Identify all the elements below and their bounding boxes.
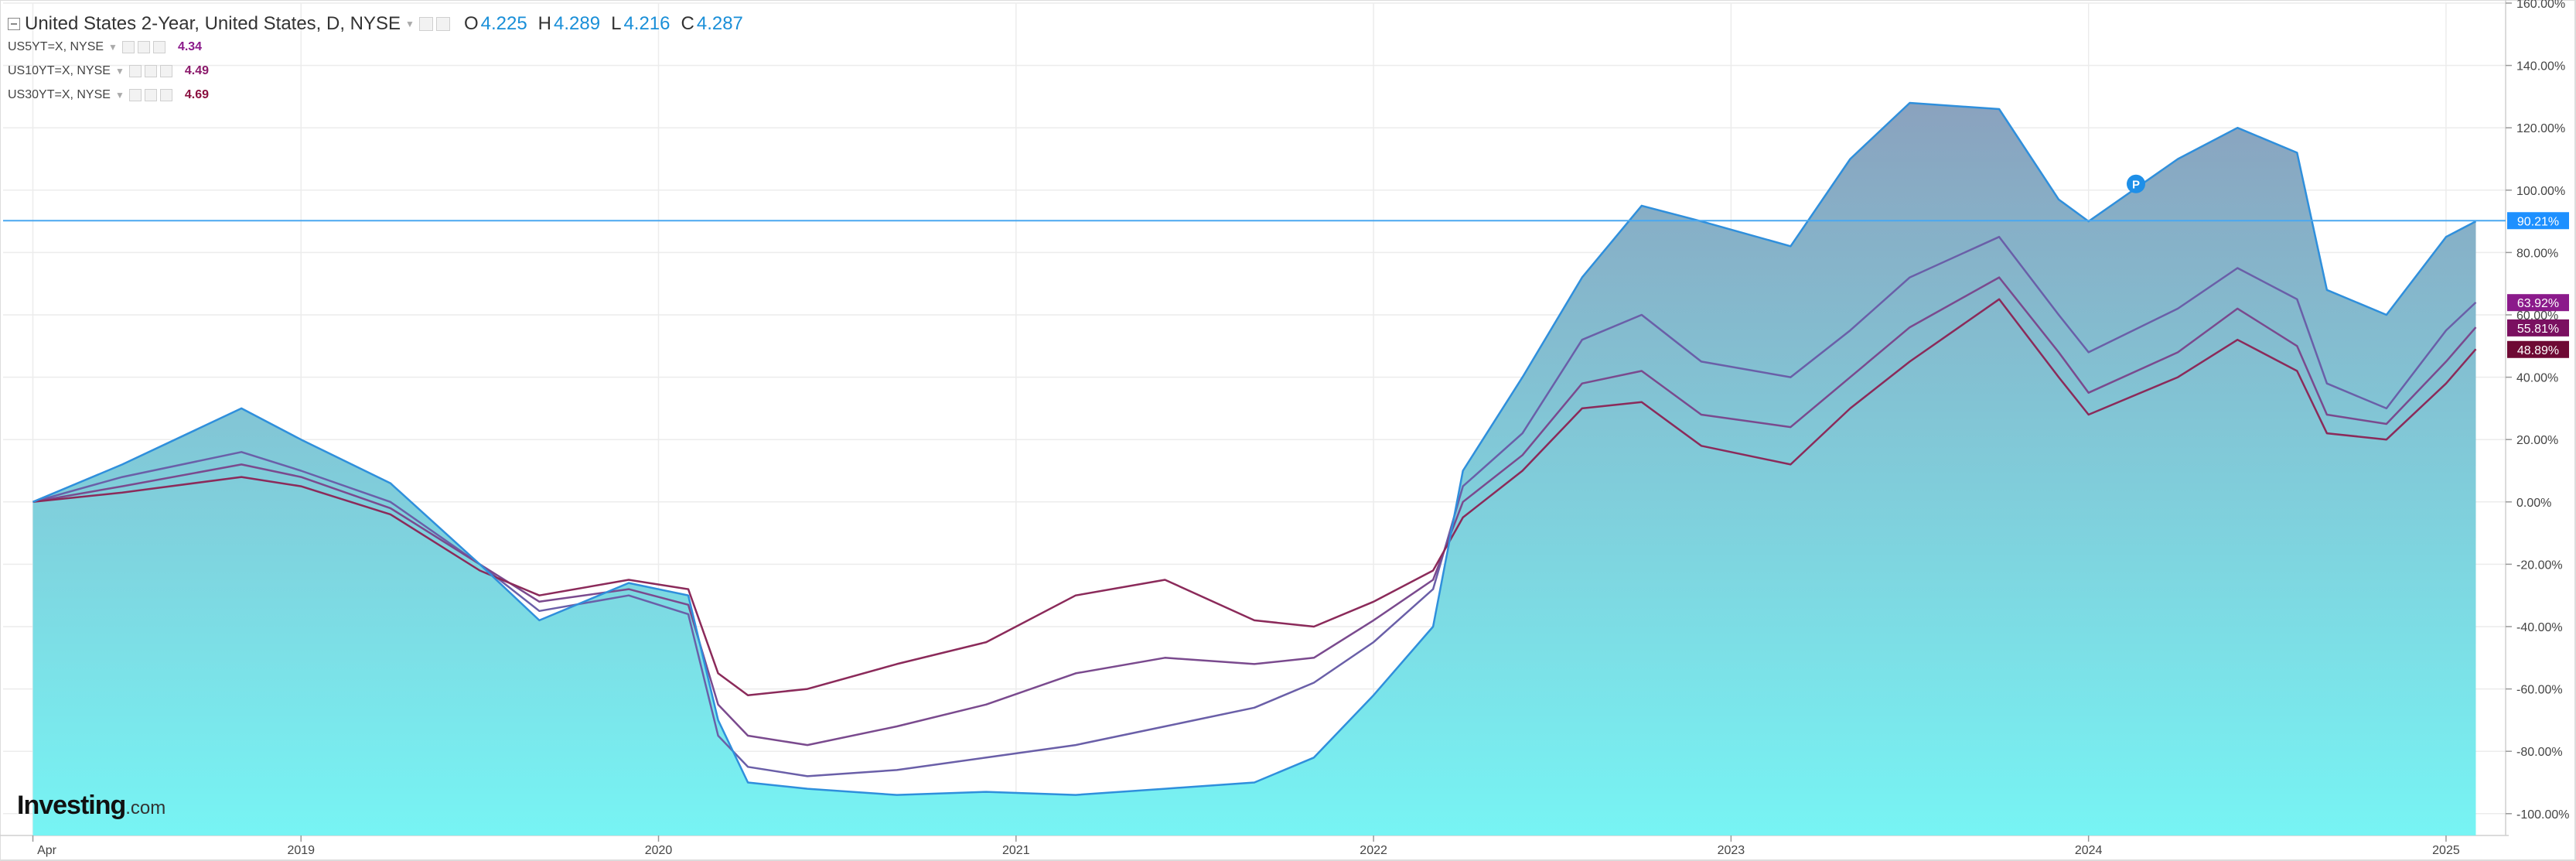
ohlc-high-key: H: [537, 13, 552, 34]
x-tick-label: 2024: [2075, 844, 2103, 857]
legend-series-value: 4.34: [177, 40, 203, 53]
close-icon[interactable]: [159, 89, 172, 101]
y-tick-label: 140.00%: [2516, 60, 2565, 73]
ohlc-open-value: 4.225: [480, 13, 527, 34]
price-tag-bg: [2507, 319, 2569, 337]
area-fill-us2: [32, 103, 2476, 835]
settings-icon[interactable]: [144, 89, 157, 101]
price-tag-label: 48.89%: [2517, 344, 2559, 357]
legend-series-value: 4.49: [184, 64, 209, 77]
series-line-us2: [32, 101, 2477, 796]
collapse-icon[interactable]: [8, 18, 20, 30]
price-tag-bg: [2507, 294, 2569, 312]
ohlc-low-key: L: [611, 13, 622, 34]
series-line-2: [32, 276, 2477, 747]
settings-icon[interactable]: [137, 41, 150, 53]
brand-name: Investing: [17, 791, 126, 820]
legend-series-name: US10YT=X, NYSE: [8, 64, 111, 77]
eye-icon[interactable]: [121, 41, 135, 53]
y-tick-label: 40.00%: [2516, 372, 2558, 385]
y-tick-label: 0.00%: [2516, 497, 2551, 510]
brand-suffix: .com: [125, 798, 166, 818]
close-icon[interactable]: [435, 17, 450, 31]
main-title: United States 2-Year, United States, D, …: [25, 13, 401, 34]
chevron-down-icon[interactable]: ▼: [405, 19, 415, 29]
price-tag-label: 55.81%: [2517, 323, 2559, 336]
ohlc-close-key: C: [681, 13, 694, 34]
x-tick-label: 2019: [287, 844, 315, 857]
price-tag-label: 63.92%: [2517, 297, 2559, 310]
close-icon[interactable]: [159, 65, 172, 77]
chevron-down-icon[interactable]: ▼: [108, 42, 118, 53]
price-tag-label: 90.21%: [2517, 215, 2559, 228]
x-tick-label: 2021: [1002, 844, 1030, 857]
marker-p-icon: [2127, 174, 2145, 193]
ohlc-low-value: 4.216: [623, 13, 670, 34]
y-tick-label: -80.00%: [2516, 746, 2563, 759]
series-line-1: [32, 235, 2477, 777]
brand-logo: Investing.com: [17, 791, 165, 821]
legend-row-us5[interactable]: US5YT=X, NYSE ▼ 4.34: [8, 37, 202, 57]
x-tick-label: 2020: [645, 844, 673, 857]
ohlc-open-key: O: [463, 13, 479, 34]
x-tick-label: 2025: [2432, 844, 2460, 857]
y-tick-label: 160.00%: [2516, 0, 2565, 11]
y-tick-label: 100.00%: [2516, 185, 2565, 198]
price-tag-bg: [2507, 212, 2569, 230]
close-icon[interactable]: [152, 41, 165, 53]
series-line-3: [32, 298, 2477, 696]
eye-icon[interactable]: [128, 89, 142, 101]
legend-row-us10[interactable]: US10YT=X, NYSE ▼ 4.49: [8, 61, 209, 81]
legend-series-value: 4.69: [184, 88, 209, 101]
ohlc-close-value: 4.287: [696, 13, 743, 34]
x-tick-label: 2022: [1360, 844, 1387, 857]
chevron-down-icon[interactable]: ▼: [114, 90, 125, 101]
y-tick-label: -40.00%: [2516, 621, 2563, 634]
eye-icon[interactable]: [128, 65, 142, 77]
ohlc-high-value: 4.289: [554, 13, 601, 34]
y-tick-label: 80.00%: [2516, 247, 2558, 260]
legend-series-name: US5YT=X, NYSE: [8, 40, 104, 53]
x-tick-label: Apr: [37, 844, 57, 857]
settings-icon[interactable]: [144, 65, 157, 77]
chevron-down-icon[interactable]: ▼: [114, 66, 125, 77]
y-tick-label: 20.00%: [2516, 434, 2558, 447]
price-tag-bg: [2507, 340, 2569, 358]
legend-main: United States 2-Year, United States, D, …: [8, 12, 743, 36]
legend-series-name: US30YT=X, NYSE: [8, 88, 111, 101]
y-tick-label: -100.00%: [2516, 808, 2570, 822]
x-tick-label: 2023: [1718, 844, 1745, 857]
y-tick-label: -20.00%: [2516, 559, 2563, 572]
y-tick-label: -60.00%: [2516, 684, 2563, 697]
marker-p-label: P: [2132, 179, 2140, 192]
y-tick-label: 120.00%: [2516, 122, 2565, 135]
y-tick-label: 60.00%: [2516, 309, 2558, 323]
settings-icon[interactable]: [418, 17, 433, 31]
legend-row-us30[interactable]: US30YT=X, NYSE ▼ 4.69: [8, 85, 209, 105]
